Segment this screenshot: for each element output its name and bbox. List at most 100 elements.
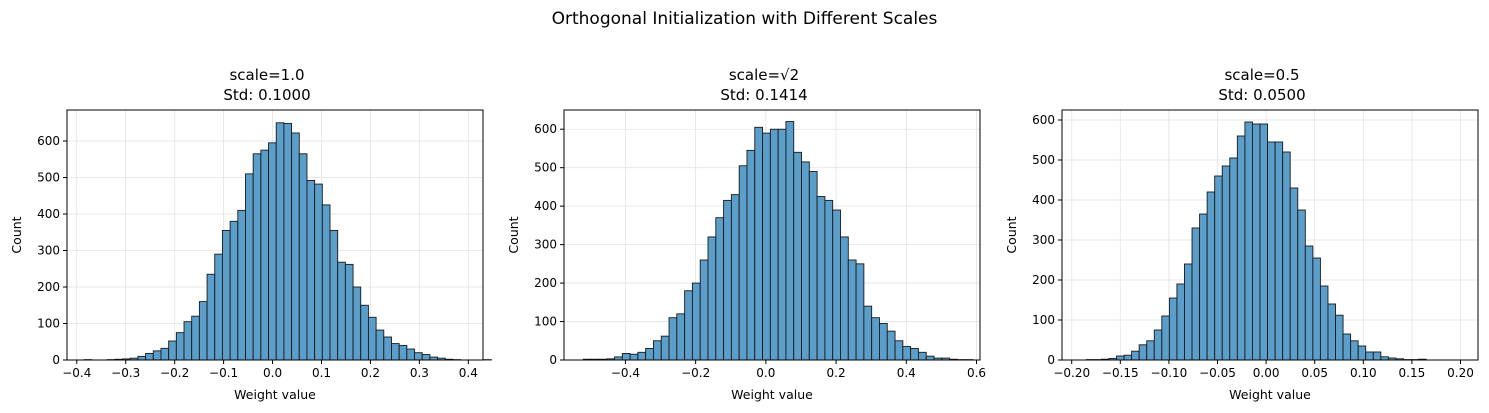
histogram-bar <box>1168 297 1178 361</box>
histogram-bar <box>1123 354 1133 361</box>
y-tick-label: 300 <box>534 238 557 252</box>
x-tick-label: 0.0 <box>756 366 775 380</box>
x-tick-label: 0.0 <box>263 366 282 380</box>
histogram-bar <box>1259 123 1269 361</box>
x-tick-label: −0.05 <box>1199 366 1236 380</box>
x-tick-label: −0.10 <box>1151 366 1188 380</box>
histogram-bar <box>1221 165 1231 361</box>
histogram-bar <box>1138 344 1148 361</box>
histogram-bar <box>801 161 810 361</box>
histogram-bar <box>1327 303 1336 361</box>
histogram-bar <box>137 355 147 361</box>
histogram-bar <box>321 204 331 361</box>
x-tick-label: 0.6 <box>967 366 986 380</box>
histogram-bar <box>754 126 764 361</box>
y-tick-label: 100 <box>37 317 60 331</box>
x-tick-label: 0.2 <box>361 366 380 380</box>
histogram-bar <box>1236 135 1246 361</box>
histogram-bar <box>1304 245 1314 361</box>
y-tick-label: 500 <box>1032 153 1055 167</box>
y-tick-label: 500 <box>534 161 557 175</box>
x-tick-label: −0.4 <box>62 366 91 380</box>
x-tick-label: 0.1 <box>312 366 331 380</box>
x-axis-label: Weight value <box>1229 387 1311 402</box>
histogram-bar <box>777 128 787 361</box>
subplot-title-line2: Std: 0.0500 <box>1218 86 1305 104</box>
histogram-bar <box>894 340 904 361</box>
subplot-scale-0-5: scale=0.5 Std: 0.0500 Weight value Count… <box>1004 66 1479 402</box>
histogram-bar <box>1357 345 1367 361</box>
histogram-bar <box>1319 285 1329 361</box>
histogram-bar <box>275 122 285 361</box>
histogram-bar <box>769 128 779 361</box>
x-tick-label: 0.2 <box>827 366 846 380</box>
histogram-bar <box>1274 141 1284 361</box>
histogram-bar <box>746 149 756 361</box>
histogram-bar <box>360 304 369 361</box>
x-tick-label: 0.20 <box>1447 366 1474 380</box>
histogram-bar <box>879 323 888 361</box>
histogram-bar <box>1372 351 1382 361</box>
histogram-bar <box>1146 340 1155 361</box>
histogram-bar <box>283 123 293 361</box>
y-axis-label: Count <box>1004 216 1019 253</box>
histogram-bar <box>1365 351 1374 361</box>
x-tick-label: 0.4 <box>459 366 478 380</box>
histogram-bar <box>152 350 162 361</box>
histogram-bar <box>785 121 795 361</box>
histogram-bar <box>730 194 740 361</box>
histogram-bar <box>925 355 935 361</box>
histogram-bar <box>910 348 919 361</box>
histogram-bar <box>699 259 709 361</box>
histogram-bar <box>1176 283 1185 361</box>
histogram-bar <box>260 149 269 361</box>
histogram-bar <box>221 229 231 361</box>
y-axis-label: Count <box>9 216 24 253</box>
histogram-bar <box>1199 213 1208 361</box>
subplot-title-line1: scale=1.0 <box>229 66 304 84</box>
y-tick-label: 600 <box>1032 113 1055 127</box>
histogram-bar <box>1289 187 1299 361</box>
axes-frame <box>563 109 981 361</box>
subplot-scale-1: scale=1.0 Std: 0.1000 Weight value Count… <box>9 66 492 402</box>
histogram-bar <box>1131 350 1140 361</box>
histogram-bar <box>1267 141 1276 361</box>
figure-suptitle: Orthogonal Initialization with Different… <box>552 9 938 29</box>
y-tick-label: 200 <box>534 276 557 290</box>
histogram-bar <box>306 179 316 361</box>
histogram-bar <box>1342 333 1352 361</box>
axes-frame <box>66 109 484 361</box>
histogram-bar <box>145 352 154 361</box>
histogram-bar <box>1184 263 1193 361</box>
y-tick-label: 0 <box>52 353 60 367</box>
x-tick-label: −0.20 <box>1053 366 1090 380</box>
histogram-bar <box>723 199 732 361</box>
histogram-bar <box>847 259 857 361</box>
histogram-bar <box>824 199 834 361</box>
histogram-bar <box>1350 340 1359 361</box>
x-tick-label: 0.15 <box>1399 366 1426 380</box>
histogram-bar <box>762 132 771 361</box>
histogram-bar <box>691 282 701 361</box>
histogram-bar <box>1312 257 1321 361</box>
histogram-bar <box>398 344 408 361</box>
subplot-title-line1: scale=√2 <box>729 66 799 84</box>
histogram-bar <box>237 209 246 361</box>
histogram-bar <box>840 236 849 361</box>
histogram-bar <box>168 340 177 361</box>
y-tick-label: 300 <box>37 244 60 258</box>
x-tick-label: 0.00 <box>1253 366 1280 380</box>
histogram-bar <box>160 347 170 361</box>
y-tick-label: 0 <box>549 353 557 367</box>
histogram-bar <box>1191 227 1201 361</box>
axes-frame <box>1061 109 1479 361</box>
y-tick-label: 300 <box>1032 233 1055 247</box>
histogram-bar <box>214 253 223 361</box>
x-tick-label: 0.3 <box>410 366 429 380</box>
histogram-bar <box>329 229 339 361</box>
y-tick-label: 200 <box>37 280 60 294</box>
histogram-bar <box>252 153 262 361</box>
subplot-title-line2: Std: 0.1000 <box>223 86 310 104</box>
histogram-bar <box>637 351 647 361</box>
